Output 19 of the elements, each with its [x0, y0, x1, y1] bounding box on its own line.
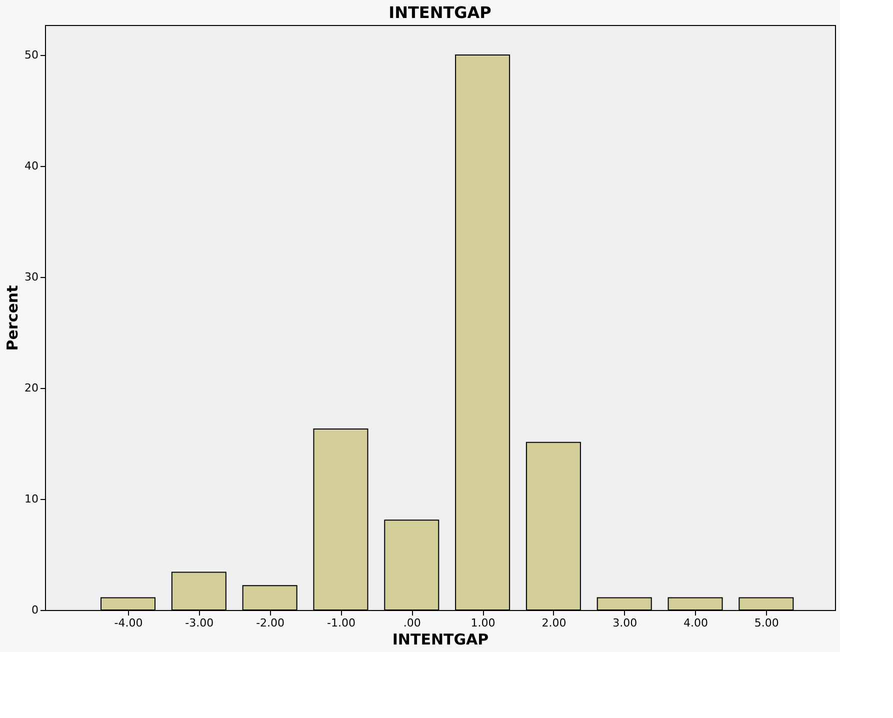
y-tick-label: 20: [24, 381, 38, 394]
x-tick-label: -4.00: [114, 616, 143, 630]
x-tick-label: .00: [403, 616, 421, 630]
y-axis-title: Percent: [4, 285, 22, 351]
x-tick-label: 3.00: [612, 616, 638, 630]
chart-title: INTENTGAP: [388, 3, 492, 22]
x-tick-label: -2.00: [256, 616, 285, 630]
x-tick-label: 5.00: [754, 616, 779, 630]
y-tick-label: 10: [24, 492, 38, 506]
x-tick-label: 1.00: [470, 616, 496, 630]
y-tick-label: 30: [24, 270, 38, 284]
x-tick-label: 4.00: [684, 616, 708, 630]
x-tick-label: 2.00: [542, 616, 566, 630]
y-tick-label: 0: [32, 604, 38, 616]
y-tick-label: 40: [24, 159, 38, 172]
x-tick-label: -1.00: [326, 616, 356, 630]
x-axis-title: INTENTGAP: [392, 630, 489, 648]
x-tick-label: -3.00: [185, 616, 214, 630]
y-tick-label: 50: [24, 48, 38, 62]
